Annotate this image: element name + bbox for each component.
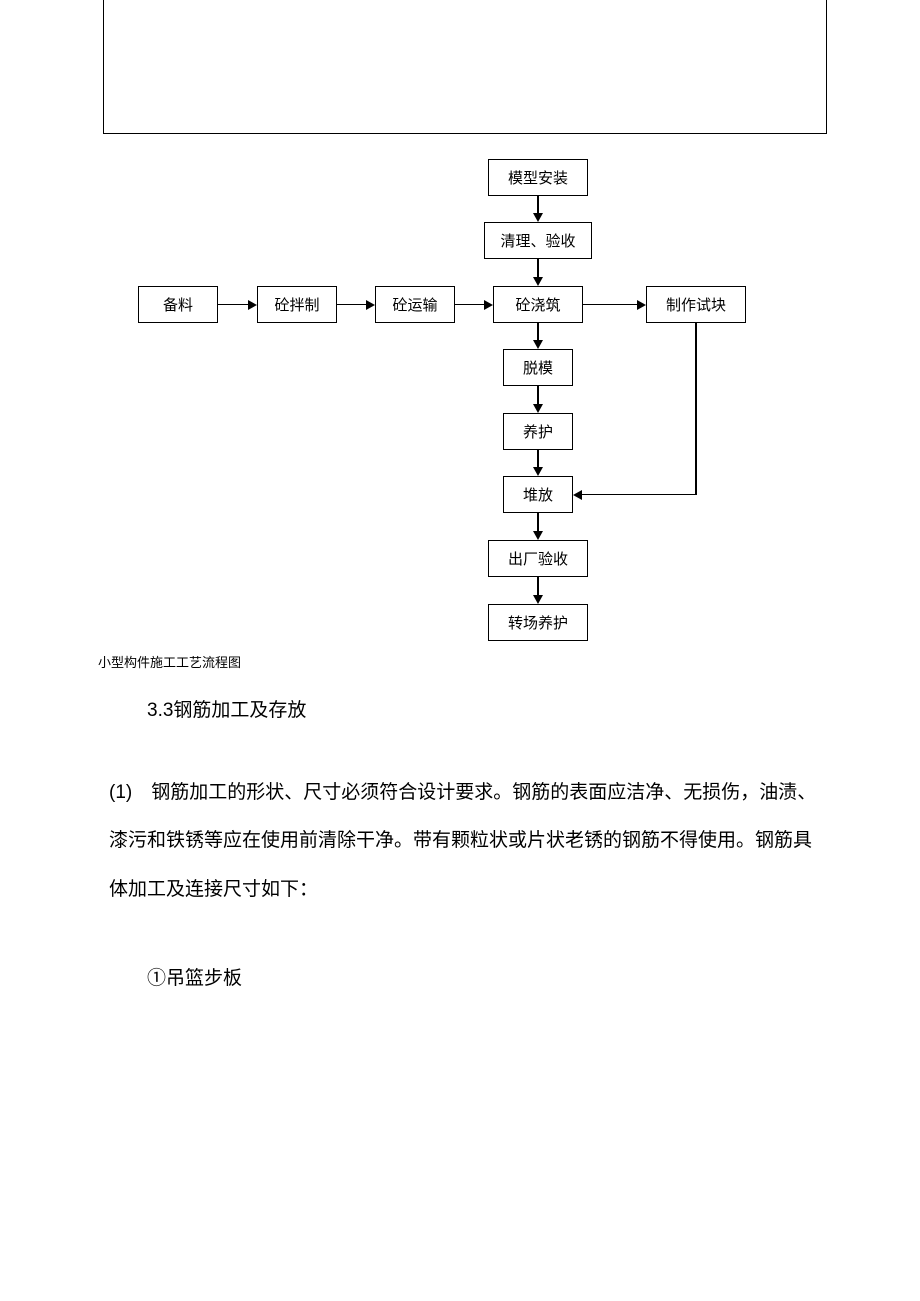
arrowhead-icon [637,300,646,310]
flow-node: 备料 [138,286,218,323]
flow-node: 砼浇筑 [493,286,583,323]
flow-edge [583,304,638,305]
flow-node: 制作试块 [646,286,746,323]
arrowhead-icon [484,300,493,310]
arrowhead-icon [533,404,543,413]
section-heading: 3.3钢筋加工及存放 [147,695,306,722]
arrowhead-icon [573,490,582,500]
flow-edge [695,323,696,495]
flow-edge [537,513,538,532]
paragraph-body: (1) 钢筋加工的形状、尺寸必须符合设计要求。钢筋的表面应洁净、无损伤，油渍、漆… [109,769,829,914]
flow-edge [537,323,538,341]
flow-edge [581,494,697,495]
flow-edge [537,450,538,468]
flow-node: 堆放 [503,476,573,513]
flow-node: 出厂验收 [488,540,588,577]
flow-edge [537,386,538,405]
flow-edge [218,304,249,305]
flow-edge [455,304,485,305]
sub-item-1: ①吊篮步板 [147,963,242,990]
flowchart-caption: 小型构件施工工艺流程图 [98,652,241,671]
arrowhead-icon [533,467,543,476]
flow-node: 养护 [503,413,573,450]
flow-node: 砼运输 [375,286,455,323]
arrowhead-icon [533,340,543,349]
flow-node: 转场养护 [488,604,588,641]
flow-edge [537,196,538,214]
flow-node: 砼拌制 [257,286,337,323]
arrowhead-icon [533,277,543,286]
arrowhead-icon [533,595,543,604]
arrowhead-icon [533,213,543,222]
flow-node: 脱模 [503,349,573,386]
flow-edge [537,577,538,596]
flow-edge [337,304,367,305]
flow-node: 清理、验收 [484,222,592,259]
flow-node: 模型安装 [488,159,588,196]
arrowhead-icon [366,300,375,310]
arrowhead-icon [248,300,257,310]
arrowhead-icon [533,531,543,540]
flow-edge [537,259,538,278]
top-border-box [103,0,827,134]
